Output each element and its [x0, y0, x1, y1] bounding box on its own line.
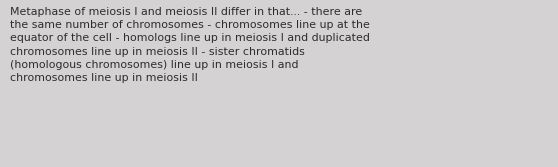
Text: Metaphase of meiosis I and meiosis II differ in that... - there are
the same num: Metaphase of meiosis I and meiosis II di… — [10, 7, 370, 84]
